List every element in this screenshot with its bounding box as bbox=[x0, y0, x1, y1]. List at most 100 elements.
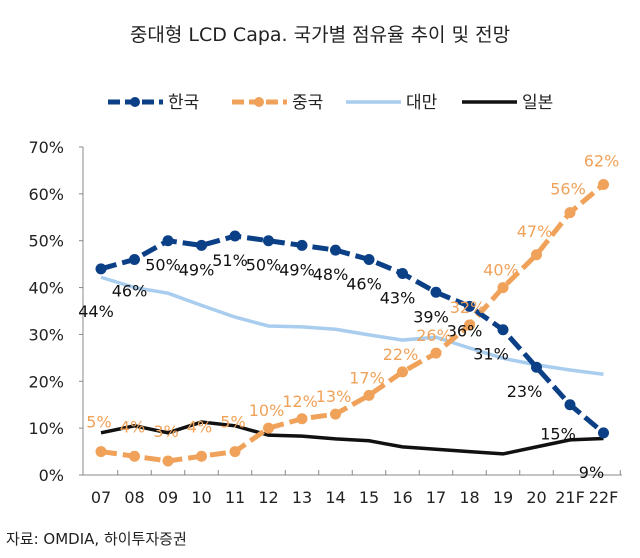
data-point bbox=[95, 263, 107, 275]
data-point bbox=[363, 253, 375, 265]
data-point bbox=[296, 239, 308, 251]
y-tick-label: 20% bbox=[28, 372, 64, 391]
legend-label: 일본 bbox=[522, 93, 553, 113]
data-point bbox=[330, 244, 341, 256]
x-tick-label: 15 bbox=[359, 488, 379, 507]
data-label: 40% bbox=[483, 261, 519, 280]
data-label: 62% bbox=[584, 151, 620, 170]
x-tick-label: 18 bbox=[459, 488, 479, 507]
x-tick-label: 14 bbox=[325, 488, 345, 507]
data-point bbox=[229, 446, 241, 458]
data-label: 44% bbox=[78, 302, 114, 321]
x-tick-label: 08 bbox=[124, 488, 144, 507]
data-label: 4% bbox=[120, 417, 145, 436]
data-label: 56% bbox=[550, 180, 586, 199]
data-point bbox=[464, 319, 475, 331]
data-label: 43% bbox=[380, 289, 416, 308]
series-line-대만 bbox=[100, 275, 604, 376]
y-tick-label: 0% bbox=[39, 466, 64, 485]
data-label: 49% bbox=[179, 260, 215, 279]
y-tick-label: 70% bbox=[28, 138, 64, 157]
x-tick-label: 10 bbox=[191, 488, 211, 507]
data-label: 48% bbox=[313, 265, 349, 284]
y-tick-label: 10% bbox=[28, 419, 64, 438]
legend-label: 중국 bbox=[292, 93, 323, 113]
data-point bbox=[397, 366, 408, 378]
data-point bbox=[263, 235, 274, 247]
legend-marker bbox=[254, 97, 264, 107]
data-label: 23% bbox=[507, 382, 543, 401]
data-point bbox=[196, 450, 207, 462]
data-point bbox=[464, 300, 475, 312]
data-label: 26% bbox=[416, 326, 452, 345]
data-point bbox=[162, 455, 174, 467]
data-label: 4% bbox=[187, 417, 212, 436]
data-point bbox=[263, 422, 274, 434]
legend-label: 한국 bbox=[168, 93, 199, 113]
data-label: 39% bbox=[413, 307, 449, 326]
y-tick-label: 60% bbox=[28, 185, 64, 204]
x-tick-label: 07 bbox=[91, 488, 111, 507]
data-point bbox=[531, 361, 542, 373]
data-point bbox=[430, 347, 442, 359]
y-tick-label: 30% bbox=[28, 325, 64, 344]
data-label: 12% bbox=[282, 392, 318, 411]
x-tick-label: 09 bbox=[158, 488, 178, 507]
data-point bbox=[598, 427, 609, 439]
x-tick-label: 19 bbox=[493, 488, 513, 507]
data-label: 50% bbox=[145, 256, 181, 275]
data-point bbox=[497, 282, 509, 294]
data-label: 5% bbox=[86, 413, 111, 432]
data-label: 22% bbox=[383, 345, 419, 364]
data-label: 49% bbox=[279, 260, 315, 279]
data-point bbox=[129, 253, 140, 265]
data-point bbox=[531, 249, 542, 261]
legend-marker bbox=[130, 97, 140, 107]
series-line-일본 bbox=[100, 420, 604, 456]
data-point bbox=[363, 389, 375, 401]
data-point bbox=[229, 230, 241, 242]
data-point bbox=[162, 235, 174, 247]
x-tick-label: 21F bbox=[555, 488, 585, 507]
data-point bbox=[330, 408, 341, 420]
legend-label: 대만 bbox=[406, 93, 438, 113]
data-point bbox=[430, 286, 442, 298]
data-label: 9% bbox=[579, 463, 604, 482]
x-tick-label: 22F bbox=[589, 488, 619, 507]
data-label: 15% bbox=[540, 425, 576, 444]
data-label: 13% bbox=[316, 387, 352, 406]
chart-title: 중대형 LCD Capa. 국가별 점유율 추이 및 전망 bbox=[129, 24, 511, 46]
x-tick-label: 17 bbox=[426, 488, 446, 507]
data-point bbox=[296, 413, 308, 425]
data-label: 50% bbox=[246, 256, 282, 275]
data-label: 46% bbox=[346, 274, 382, 293]
x-tick-label: 13 bbox=[292, 488, 312, 507]
data-point bbox=[497, 324, 509, 336]
data-label: 32% bbox=[450, 298, 486, 317]
data-label: 10% bbox=[249, 401, 285, 420]
series-line-한국 bbox=[100, 233, 606, 435]
data-label: 5% bbox=[220, 413, 245, 432]
data-point bbox=[598, 178, 609, 190]
source-note: 자료: OMDIA, 하이투자증권 bbox=[6, 530, 187, 548]
data-label: 31% bbox=[473, 345, 509, 364]
data-label: 51% bbox=[212, 251, 248, 270]
x-tick-label: 20 bbox=[526, 488, 546, 507]
y-tick-label: 40% bbox=[28, 279, 64, 298]
x-tick-label: 16 bbox=[392, 488, 412, 507]
data-point bbox=[397, 268, 408, 280]
data-label: 17% bbox=[349, 368, 385, 387]
data-label: 47% bbox=[517, 222, 553, 241]
y-tick-label: 50% bbox=[28, 232, 64, 251]
data-point bbox=[564, 207, 576, 219]
x-tick-label: 12 bbox=[258, 488, 278, 507]
data-label: 46% bbox=[112, 281, 148, 300]
data-label: 3% bbox=[153, 422, 178, 441]
data-point bbox=[564, 399, 576, 411]
data-point bbox=[129, 450, 140, 462]
data-point bbox=[95, 446, 107, 458]
x-tick-label: 11 bbox=[225, 488, 245, 507]
data-point bbox=[196, 239, 207, 251]
